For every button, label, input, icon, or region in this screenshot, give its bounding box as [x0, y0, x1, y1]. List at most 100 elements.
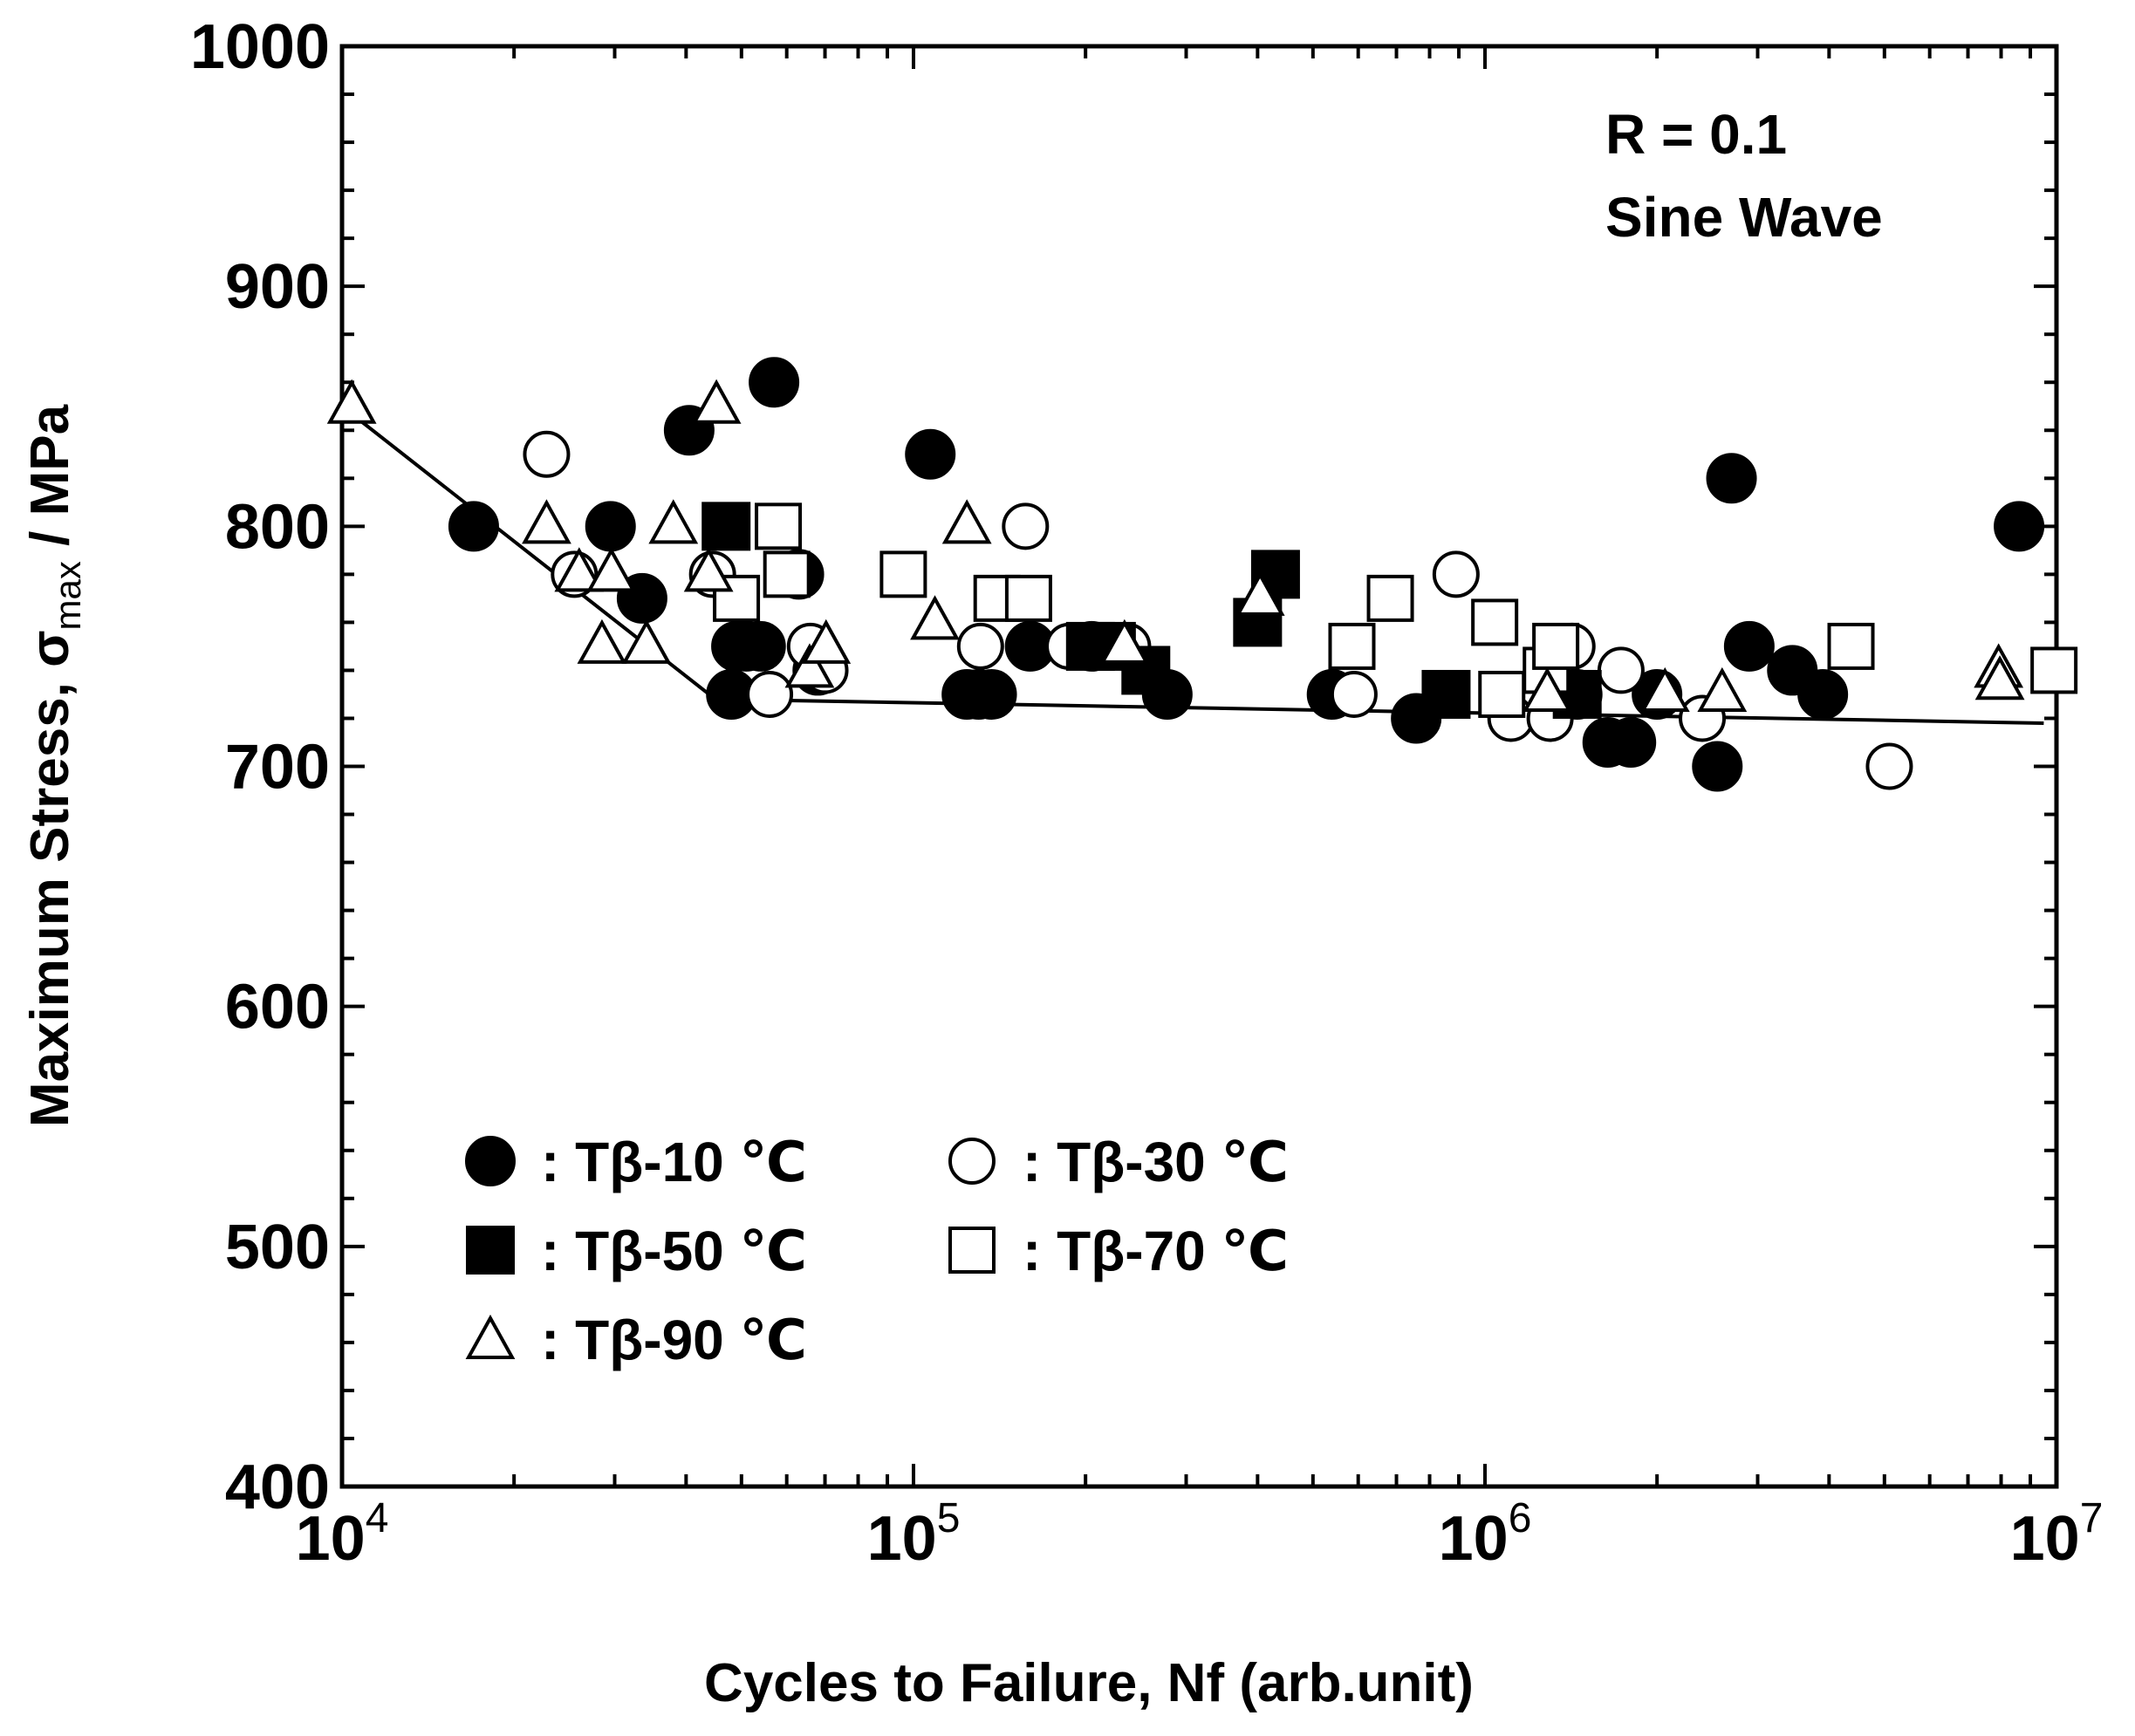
legend-entry-tb90: : Tβ-90 ℃: [465, 1309, 807, 1371]
y-tick-label: 1000: [190, 12, 330, 82]
y-tick-label: 800: [225, 492, 330, 562]
data-point-triangle-open: [1639, 666, 1690, 712]
data-point-square-open: [1478, 670, 1526, 718]
data-point-circle-filled: [585, 501, 636, 552]
data-point-square-open: [1366, 574, 1414, 622]
y-tick-label: 500: [225, 1213, 330, 1282]
data-point-square-open: [879, 550, 927, 598]
legend-label-tb50: : Tβ-50 ℃: [541, 1220, 807, 1282]
legend-symbol: [466, 1226, 515, 1275]
data-point-triangle-open: [577, 619, 627, 664]
legend-symbol: [948, 1227, 996, 1274]
data-point-triangle-open: [1099, 619, 1150, 664]
legend-marker-circle-open: [948, 1138, 996, 1185]
series-triangle-open: [326, 379, 2025, 712]
legend-entry-tb30: : Tβ-30 ℃: [948, 1131, 1289, 1193]
x-tick-exponent: 5: [937, 1495, 961, 1541]
y-axis-title-main: Maximum Stress, σ: [20, 630, 80, 1127]
legend-symbol: [465, 1314, 516, 1359]
legend-label-tb10: : Tβ-10 ℃: [541, 1131, 807, 1193]
data-point-square-open: [1004, 574, 1052, 622]
data-point-triangle-open: [801, 619, 852, 664]
annotation-waveform: Sine Wave: [1605, 186, 1883, 249]
legend-marker-square-filled: [466, 1226, 515, 1275]
data-point-triangle-open: [586, 547, 637, 592]
x-tick-base: 10: [867, 1504, 937, 1574]
annotation-ratio: R = 0.1: [1605, 103, 1787, 166]
data-point-circle-open: [1330, 670, 1378, 718]
y-tick-label: 400: [225, 1452, 330, 1522]
data-point-circle-filled: [735, 620, 786, 672]
x-tick-label: 104: [296, 1495, 389, 1574]
data-point-square-open: [2030, 646, 2078, 694]
legend-symbol: [948, 1138, 996, 1185]
x-tick-exponent: 6: [1509, 1495, 1532, 1541]
data-point-square-open: [1827, 622, 1875, 670]
x-tick-label: 107: [2010, 1495, 2104, 1574]
data-point-circle-filled: [448, 501, 499, 552]
data-point-triangle-open: [326, 379, 377, 424]
data-point-circle-filled: [749, 357, 800, 408]
x-tick-base: 10: [2010, 1504, 2080, 1574]
y-axis-title-subscript: max: [47, 561, 88, 630]
data-point-triangle-open: [1974, 655, 2025, 701]
x-tick-base: 10: [1439, 1504, 1509, 1574]
data-point-circle-open: [523, 430, 571, 478]
legend-label-tb90: : Tβ-90 ℃: [541, 1309, 807, 1371]
data-point-circle-open: [1597, 646, 1645, 694]
data-point-circle-filled: [1723, 620, 1775, 672]
data-point-circle-filled: [905, 428, 956, 480]
data-point-square-open: [1532, 622, 1580, 670]
y-tick-labels: 400 500 600 700 800 900 1000: [190, 12, 330, 1522]
x-tick-labels: 104 105 106 107: [296, 1495, 2104, 1574]
data-point-circle-filled: [1605, 716, 1657, 768]
legend-symbol: [465, 1136, 516, 1186]
data-point-circle-filled: [1797, 668, 1849, 720]
data-point-triangle-open: [648, 499, 699, 544]
data-point-triangle-open: [1522, 666, 1572, 712]
legend-label-tb70: : Tβ-70 ℃: [1023, 1220, 1289, 1282]
data-point-square-open: [755, 502, 803, 550]
legend-label-tb30: : Tβ-30 ℃: [1023, 1131, 1289, 1193]
legend-entry-tb70: : Tβ-70 ℃: [948, 1220, 1289, 1282]
legend-marker-circle-filled: [465, 1136, 516, 1186]
data-point-triangle-open: [1697, 666, 1748, 712]
legend-entry-tb10: : Tβ-10 ℃: [465, 1131, 807, 1193]
data-point-square-open: [1328, 622, 1376, 670]
y-axis-title-unit: / MPa: [20, 404, 80, 561]
y-axis-title: Maximum Stress, σmax / MPa: [20, 404, 88, 1127]
data-point-circle-open: [1002, 502, 1050, 550]
x-axis-title: Cycles to Failure, Nf (arb.unit): [704, 1653, 1474, 1713]
x-tick-base: 10: [296, 1504, 366, 1574]
y-tick-label: 900: [225, 252, 330, 322]
data-point-circle-open: [1432, 550, 1480, 598]
data-point-triangle-open: [683, 547, 734, 592]
series-square-open: [713, 502, 2078, 718]
legend: : Tβ-10 ℃ : Tβ-30 ℃ : Tβ-50 ℃ : Tβ-70 ℃ …: [465, 1131, 1289, 1371]
data-point-square-filled: [701, 502, 751, 551]
data-point-circle-open: [1865, 742, 1913, 790]
y-tick-label: 600: [225, 973, 330, 1042]
data-point-square-open: [1471, 598, 1519, 646]
data-point-square-open: [763, 550, 811, 598]
data-point-triangle-open: [1235, 571, 1285, 616]
data-points: [326, 357, 2078, 792]
legend-marker-triangle-open: [465, 1314, 516, 1359]
data-point-triangle-open: [691, 379, 742, 424]
x-tick-exponent: 4: [366, 1495, 389, 1541]
data-point-triangle-open: [522, 499, 571, 544]
legend-entry-tb50: : Tβ-50 ℃: [466, 1220, 807, 1282]
data-point-circle-open: [956, 622, 1004, 670]
data-point-circle-filled: [966, 668, 1017, 720]
data-point-circle-filled: [1706, 453, 1757, 504]
data-point-triangle-open: [554, 547, 605, 592]
data-point-circle-open: [746, 670, 794, 718]
legend-marker-square-open: [948, 1227, 996, 1274]
data-point-triangle-open: [621, 619, 672, 664]
data-point-circle-filled: [1994, 501, 2045, 552]
axis-ticks: [340, 44, 2056, 1488]
x-tick-exponent: 7: [2080, 1495, 2104, 1541]
data-point-circle-filled: [1692, 741, 1743, 792]
data-point-square-filled: [1421, 669, 1471, 719]
